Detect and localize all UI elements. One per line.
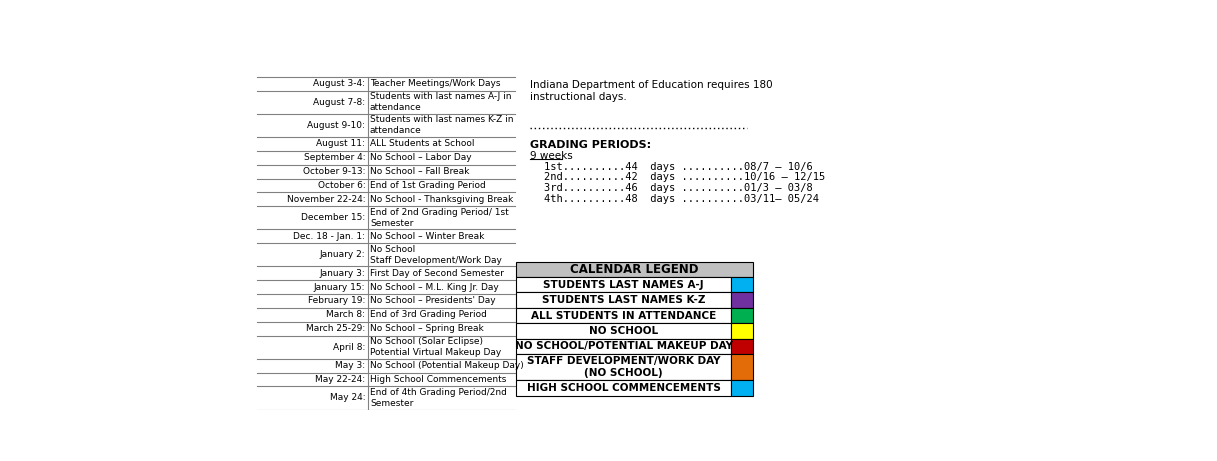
Bar [516,339,731,354]
Text: Indiana Department of Education requires 180
instructional days.: Indiana Department of Education requires… [529,80,772,101]
Text: High School Commencements: High School Commencements [370,375,506,384]
Text: End of 2nd Grading Period/ 1st
Semester: End of 2nd Grading Period/ 1st Semester [370,208,509,228]
Text: August 7-8:: August 7-8: [313,98,365,107]
Text: First Day of Second Semester: First Day of Second Semester [370,269,504,278]
Text: February 19:: February 19: [308,296,365,306]
Bar [731,354,753,380]
Bar [731,339,753,354]
Text: ALL Students at School: ALL Students at School [370,139,475,148]
Text: August 9-10:: August 9-10: [308,121,365,130]
Text: 9 weeks: 9 weeks [529,151,572,161]
Text: No School – Fall Break: No School – Fall Break [370,167,470,176]
Text: Teacher Meetings/Work Days: Teacher Meetings/Work Days [370,79,500,89]
Text: Dec. 18 - Jan. 1:: Dec. 18 - Jan. 1: [293,232,365,241]
Text: No School – Labor Day: No School – Labor Day [370,153,471,162]
Text: NO SCHOOL/POTENTIAL MAKEUP DAY: NO SCHOOL/POTENTIAL MAKEUP DAY [515,342,733,351]
Text: HIGH SCHOOL COMMENCEMENTS: HIGH SCHOOL COMMENCEMENTS [527,383,720,393]
Text: 3rd..........46  days ..........01/3 – 03/8: 3rd..........46 days ..........01/3 – 03… [544,183,812,193]
Text: STAFF DEVELOPMENT/WORK DAY
(NO SCHOOL): STAFF DEVELOPMENT/WORK DAY (NO SCHOOL) [527,356,720,378]
Text: March 25-29:: March 25-29: [305,324,365,333]
Text: Students with last names A-J in
attendance: Students with last names A-J in attendan… [370,92,511,112]
Text: March 8:: March 8: [326,310,365,319]
Text: End of 3rd Grading Period: End of 3rd Grading Period [370,310,487,319]
Text: January 2:: January 2: [320,250,365,259]
Text: No School – Spring Break: No School – Spring Break [370,324,483,333]
Text: October 6:: October 6: [318,181,365,190]
Bar [516,262,753,277]
Text: CALENDAR LEGEND: CALENDAR LEGEND [571,263,699,276]
Text: No School – Winter Break: No School – Winter Break [370,232,484,241]
Text: STUDENTS LAST NAMES A-J: STUDENTS LAST NAMES A-J [544,280,703,290]
Text: April 8:: April 8: [333,343,365,352]
Text: End of 4th Grading Period/2nd
Semester: End of 4th Grading Period/2nd Semester [370,388,506,408]
Text: No School (Potential Makeup Day): No School (Potential Makeup Day) [370,361,523,370]
Text: May 22-24:: May 22-24: [315,375,365,384]
Text: End of 1st Grading Period: End of 1st Grading Period [370,181,486,190]
Bar [731,380,753,396]
Text: No School – Presidents' Day: No School – Presidents' Day [370,296,495,306]
Text: November 22-24:: November 22-24: [287,195,365,204]
Bar [731,277,753,292]
Text: 4th..........48  days ..........03/11– 05/24: 4th..........48 days ..........03/11– 05… [544,194,819,204]
Text: GRADING PERIODS:: GRADING PERIODS: [529,140,651,150]
Text: May 24:: May 24: [330,394,365,402]
Text: 1st..........44  days ..........08/7 – 10/6: 1st..........44 days ..........08/7 – 10… [544,161,812,171]
Text: 2nd..........42  days ..........10/16 – 12/15: 2nd..........42 days ..........10/16 – 1… [544,172,825,183]
Bar [516,323,731,339]
Text: December 15:: December 15: [301,213,365,222]
Bar [731,323,753,339]
Text: No School - Thanksgiving Break: No School - Thanksgiving Break [370,195,514,204]
Text: No School (Solar Eclipse)
Potential Virtual Makeup Day: No School (Solar Eclipse) Potential Virt… [370,337,501,357]
Text: May 3:: May 3: [335,361,365,370]
Bar [516,308,731,323]
Text: STUDENTS LAST NAMES K-Z: STUDENTS LAST NAMES K-Z [542,295,706,305]
Text: NO SCHOOL: NO SCHOOL [589,326,658,336]
Text: August 3-4:: August 3-4: [313,79,365,89]
Text: No School
Staff Development/Work Day: No School Staff Development/Work Day [370,245,501,265]
Bar [516,277,731,292]
Bar [731,292,753,308]
Text: No School – M.L. King Jr. Day: No School – M.L. King Jr. Day [370,283,499,292]
Text: August 11:: August 11: [316,139,365,148]
Bar [731,308,753,323]
Bar [516,354,731,380]
Text: Students with last names K-Z in
attendance: Students with last names K-Z in attendan… [370,115,514,136]
Text: January 3:: January 3: [320,269,365,278]
Text: September 4:: September 4: [303,153,365,162]
Text: January 15:: January 15: [314,283,365,292]
Text: ALL STUDENTS IN ATTENDANCE: ALL STUDENTS IN ATTENDANCE [531,311,717,320]
Text: October 9-13:: October 9-13: [303,167,365,176]
Bar [516,380,731,396]
Bar [516,292,731,308]
